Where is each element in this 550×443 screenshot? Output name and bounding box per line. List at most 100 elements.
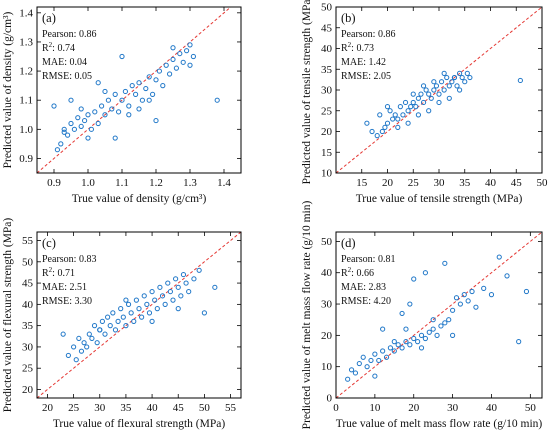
data-point — [118, 306, 124, 312]
data-point — [464, 70, 470, 77]
data-point — [76, 335, 82, 342]
y-axis-title: Predicted value of melt mass flow rate (… — [301, 201, 313, 430]
data-point — [399, 345, 405, 351]
y-tick-label: 15 — [321, 147, 333, 159]
x-axis-title: True value of tensile strength (MPa) — [356, 193, 523, 205]
data-point — [133, 91, 139, 97]
y-tick-label: 50 — [321, 236, 333, 248]
y-tick-label: 10 — [321, 168, 333, 180]
data-point — [112, 91, 118, 97]
data-point — [73, 357, 79, 363]
data-point — [446, 317, 452, 323]
data-point — [71, 126, 78, 132]
data-point — [190, 53, 196, 60]
data-point — [86, 331, 92, 337]
data-point — [438, 79, 445, 85]
data-point — [180, 59, 186, 65]
data-point — [382, 124, 388, 130]
data-point — [453, 295, 460, 301]
data-point — [441, 70, 447, 77]
data-point — [467, 74, 473, 81]
data-point — [146, 310, 153, 316]
y-tick-label: 40 — [321, 43, 333, 55]
data-point — [141, 293, 147, 299]
x-tick-label: 20 — [382, 177, 394, 189]
data-point — [99, 103, 105, 109]
data-point — [390, 116, 396, 122]
data-point — [136, 306, 142, 312]
scatter-points — [51, 42, 220, 153]
data-point — [364, 364, 370, 370]
data-point — [420, 99, 427, 106]
y-tick-label: 1.1 — [19, 95, 33, 107]
y-tick-label: 1.0 — [19, 124, 33, 136]
data-point — [372, 351, 378, 357]
data-point — [126, 103, 132, 109]
data-point — [122, 88, 129, 95]
data-point — [395, 342, 401, 348]
data-point — [157, 284, 163, 290]
identity-line — [37, 232, 241, 398]
data-point — [391, 339, 397, 345]
data-point — [400, 112, 406, 118]
data-point — [364, 120, 370, 126]
data-point — [99, 318, 105, 324]
identity-line — [336, 232, 542, 398]
stat-pearson: Pearson: 0.81 — [341, 254, 395, 265]
data-point — [431, 79, 437, 85]
data-point — [65, 132, 71, 138]
data-point — [91, 323, 98, 329]
data-point — [407, 342, 413, 348]
y-tick-label: 25 — [22, 363, 34, 375]
data-point — [184, 48, 190, 54]
x-tick-label: 25 — [408, 177, 420, 189]
stat-rmse: RMSE: 2.05 — [341, 71, 391, 82]
x-tick-label: 40 — [147, 402, 159, 414]
data-point — [115, 318, 121, 324]
x-tick-label: 50 — [199, 402, 211, 414]
data-point — [143, 85, 149, 92]
data-point — [411, 276, 417, 282]
data-point — [434, 332, 440, 338]
data-point — [123, 297, 129, 303]
stat-r2: R2: 0.74 — [42, 41, 75, 54]
data-point — [431, 87, 437, 93]
data-point — [183, 280, 189, 286]
data-point — [408, 104, 414, 110]
data-point — [149, 288, 155, 295]
y-tick-label: 0.9 — [19, 153, 33, 165]
data-point — [379, 128, 385, 135]
stat-mae: MAE: 0.04 — [42, 57, 87, 68]
data-point — [496, 254, 502, 260]
x-axis-title: True value of density (g/cm³) — [72, 193, 207, 205]
data-point — [407, 301, 413, 307]
data-point — [345, 376, 351, 382]
y-tick-label: 40 — [321, 267, 333, 279]
y-tick-label: 50 — [22, 256, 34, 268]
data-point — [369, 128, 375, 135]
data-point — [102, 112, 108, 118]
data-point — [430, 326, 436, 332]
data-point — [78, 348, 85, 354]
data-point — [413, 104, 419, 110]
x-tick-label: 30 — [447, 402, 459, 414]
data-point — [449, 79, 455, 85]
x-tick-label: 45 — [511, 177, 523, 189]
x-tick-label: 55 — [225, 402, 237, 414]
data-point — [403, 339, 409, 345]
panel-label: (b) — [341, 11, 356, 25]
data-point — [392, 112, 398, 118]
data-point — [116, 109, 122, 115]
data-point — [150, 91, 156, 97]
data-point — [71, 344, 77, 350]
data-point — [196, 267, 202, 273]
data-point — [120, 314, 126, 320]
data-point — [446, 95, 452, 101]
data-point — [88, 126, 95, 132]
data-point — [454, 83, 460, 89]
y-tick-label: 0 — [327, 393, 333, 405]
data-point — [165, 280, 171, 286]
data-point — [384, 104, 391, 110]
data-point — [170, 45, 176, 51]
stat-pearson: Pearson: 0.83 — [42, 254, 96, 265]
